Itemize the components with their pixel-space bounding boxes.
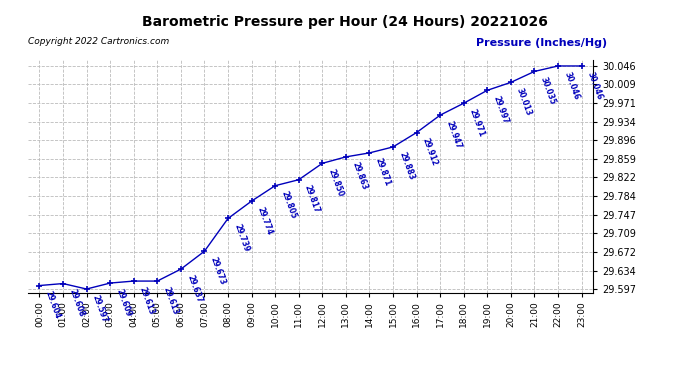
Text: Copyright 2022 Cartronics.com: Copyright 2022 Cartronics.com [28,38,169,46]
Text: 29.613: 29.613 [138,285,156,316]
Text: 29.673: 29.673 [208,255,227,286]
Text: 29.739: 29.739 [232,223,250,253]
Text: 29.850: 29.850 [326,168,345,198]
Text: 29.871: 29.871 [373,157,392,188]
Text: 29.637: 29.637 [185,273,204,304]
Text: 29.997: 29.997 [491,94,510,125]
Text: Barometric Pressure per Hour (24 Hours) 20221026: Barometric Pressure per Hour (24 Hours) … [142,15,548,29]
Text: 29.604: 29.604 [43,290,62,320]
Text: 29.774: 29.774 [256,205,274,236]
Text: 29.805: 29.805 [279,190,297,220]
Text: Pressure (Inches/Hg): Pressure (Inches/Hg) [476,38,607,48]
Text: 30.046: 30.046 [586,70,604,100]
Text: 30.035: 30.035 [539,76,557,106]
Text: 29.947: 29.947 [444,119,463,150]
Text: 29.883: 29.883 [397,151,415,182]
Text: 29.817: 29.817 [303,184,322,214]
Text: 29.971: 29.971 [468,107,486,138]
Text: 30.046: 30.046 [562,70,580,100]
Text: 29.597: 29.597 [90,293,109,324]
Text: 29.609: 29.609 [115,287,132,318]
Text: 29.863: 29.863 [350,161,368,192]
Text: 30.013: 30.013 [515,87,533,117]
Text: 29.608: 29.608 [67,288,86,318]
Text: 29.613: 29.613 [161,285,180,316]
Text: 29.912: 29.912 [421,137,439,167]
